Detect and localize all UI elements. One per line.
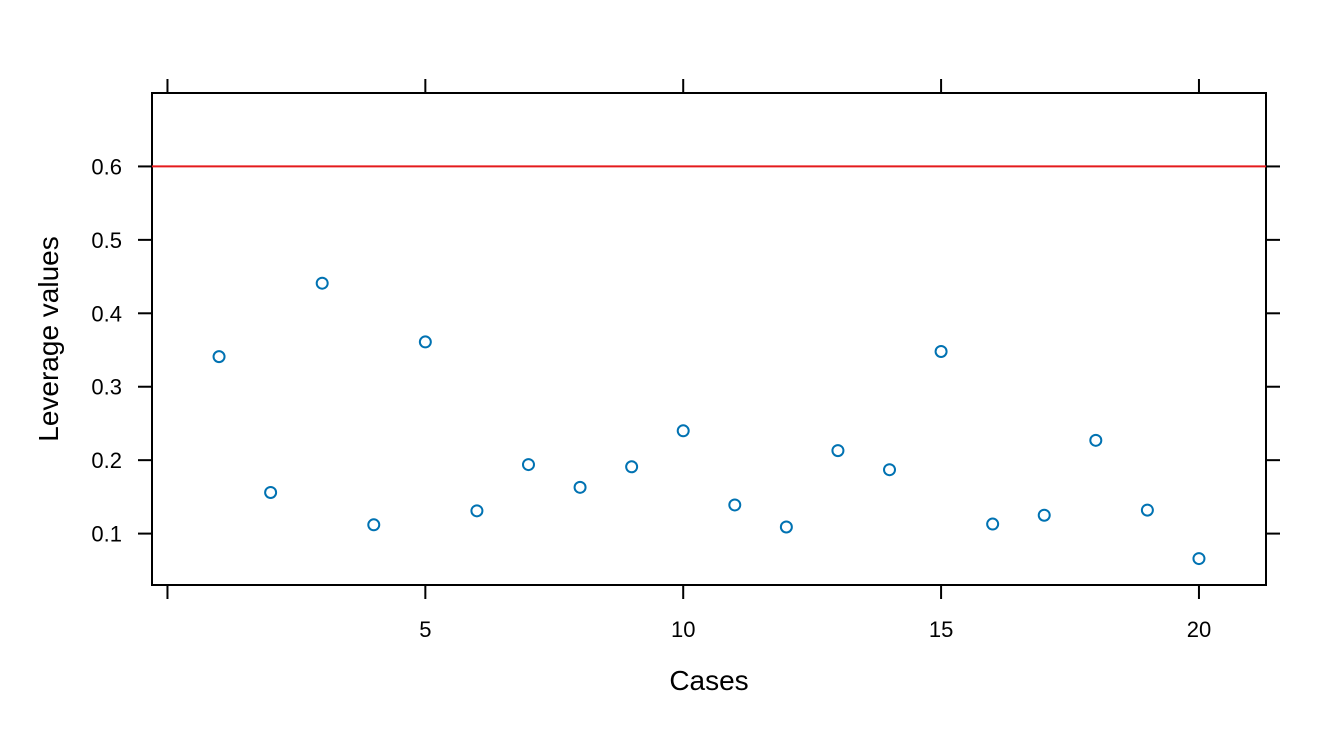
data-point <box>1140 503 1154 517</box>
y-tick-label: 0.2 <box>91 448 122 473</box>
data-point <box>779 520 793 534</box>
data-point <box>934 344 948 358</box>
data-points <box>212 276 1206 566</box>
data-point <box>573 480 587 494</box>
y-tick-label: 0.5 <box>91 228 122 253</box>
data-point <box>521 458 535 472</box>
data-point <box>831 444 845 458</box>
y-tick-label: 0.1 <box>91 522 122 547</box>
data-point <box>418 335 432 349</box>
data-point <box>1192 552 1206 566</box>
data-point <box>728 498 742 512</box>
x-tick-label: 20 <box>1187 617 1211 642</box>
data-point <box>883 463 897 477</box>
data-point <box>986 517 1000 531</box>
data-point <box>1037 508 1051 522</box>
data-point <box>470 504 484 518</box>
data-point <box>315 276 329 290</box>
data-point <box>625 460 639 474</box>
data-point <box>212 350 226 364</box>
x-tick-label: 10 <box>671 617 695 642</box>
data-point <box>1089 433 1103 447</box>
y-axis-title: Leverage values <box>33 236 64 441</box>
x-tick-label: 5 <box>419 617 431 642</box>
x-tick-label: 15 <box>929 617 953 642</box>
y-tick-label: 0.6 <box>91 154 122 179</box>
data-point <box>264 485 278 499</box>
x-axis-title: Cases <box>669 665 748 696</box>
axis-ticks: 5 10 15 20 0.1 0.2 0.3 0.4 0.5 0.6 <box>91 79 1280 642</box>
y-tick-label: 0.3 <box>91 375 122 400</box>
plot-frame <box>151 92 1267 586</box>
data-point <box>367 518 381 532</box>
data-point <box>676 424 690 438</box>
y-tick-label: 0.4 <box>91 301 122 326</box>
